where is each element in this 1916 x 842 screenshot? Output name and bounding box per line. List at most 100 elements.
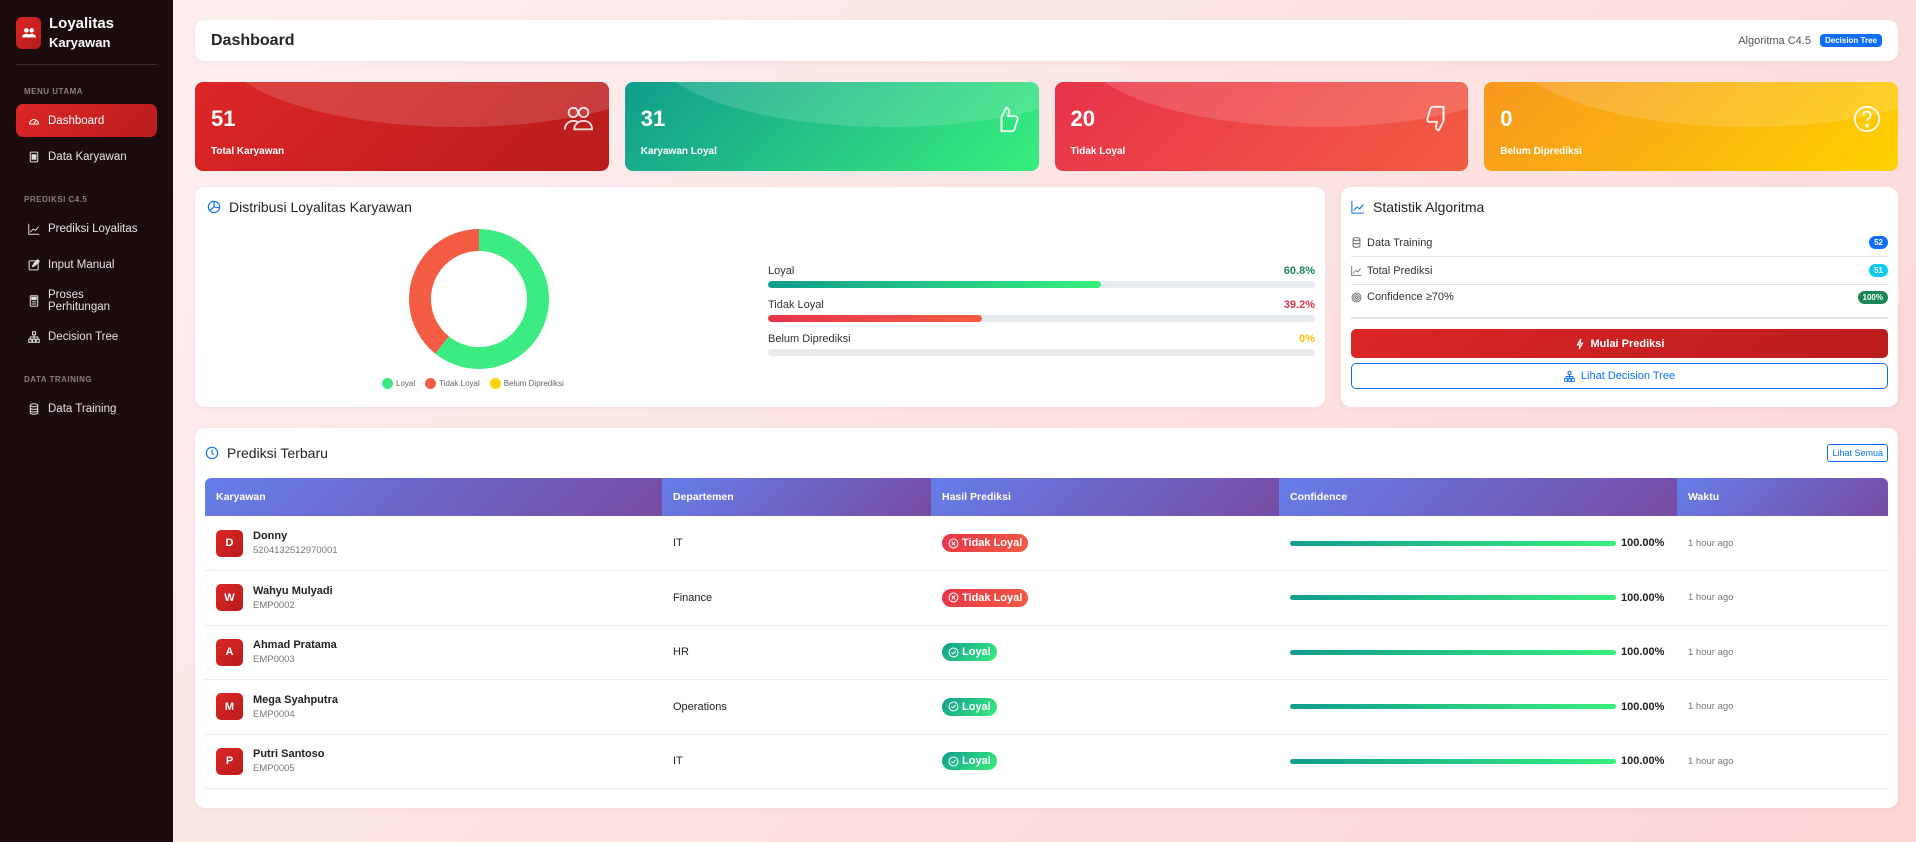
- pencil-square-icon: [28, 258, 40, 270]
- department: Operations: [662, 679, 931, 735]
- bar-percent: 60.8%: [1283, 265, 1315, 277]
- graph-up-icon: [1351, 200, 1365, 214]
- employee-name: Wahyu Mulyadi: [253, 584, 333, 597]
- chart-legend: Loyal Tidak Loyal Belum Diprediksi: [382, 378, 564, 389]
- timestamp: 1 hour ago: [1677, 625, 1888, 680]
- algorithm-label: Algoritma C4.5: [1738, 34, 1811, 47]
- avatar: W: [216, 584, 243, 612]
- column-header-departemen[interactable]: Departemen: [662, 478, 931, 516]
- column-header-karyawan[interactable]: Karyawan: [205, 478, 662, 516]
- table-row[interactable]: P Putri Santoso EMP0005 IT Loyal 100.00% 1…: [205, 734, 1888, 789]
- stat-label: Karyawan Loyal: [640, 146, 717, 157]
- timestamp: 1 hour ago: [1677, 734, 1888, 789]
- confidence-value: 100.00%: [1621, 646, 1665, 659]
- bar-percent: 0%: [1299, 333, 1315, 345]
- stat-card-karyawan-loyal: 31 Karyawan Loyal: [624, 82, 1039, 171]
- brand-title: Loyalitas: [49, 15, 115, 32]
- database-icon: [29, 402, 39, 415]
- bar-label: Loyal: [768, 265, 795, 277]
- calculator-icon: [29, 294, 39, 307]
- distribution-card: Distribusi Loyalitas Karyawan Loyal Tida…: [195, 187, 1325, 407]
- donut-chart[interactable]: [409, 229, 549, 369]
- sidebar-item-prediksi-loyalitas[interactable]: Prediksi Loyalitas: [16, 212, 157, 245]
- confidence-bar: [1290, 758, 1616, 764]
- x-circle-icon: [948, 592, 959, 603]
- bar-row-tidak-loyal: Tidak Loyal 39.2%: [768, 299, 1315, 322]
- stat-row-confidence: Confidence ≥70% 100%: [1351, 285, 1888, 319]
- table-row[interactable]: M Mega Syahputra EMP0004 Operations Loyal …: [205, 679, 1888, 735]
- sidebar-item-label: Data Training: [48, 402, 117, 415]
- column-header-confidence[interactable]: Confidence: [1279, 478, 1677, 516]
- stat-row-data-training: Data Training 52: [1351, 229, 1888, 257]
- department: Finance: [662, 570, 931, 626]
- stat-card-total-karyawan: 51 Total Karyawan: [195, 82, 609, 171]
- legend-item-tidak-loyal[interactable]: Tidak Loyal: [425, 378, 480, 389]
- sidebar-item-input-manual[interactable]: Input Manual: [16, 248, 157, 281]
- sidebar-item-proses-perhitungan[interactable]: Proses Perhitungan: [16, 284, 157, 317]
- employee-name: Donny: [253, 530, 288, 542]
- confidence-bar: [1290, 704, 1616, 710]
- algorithm-stats-card: Statistik Algoritma Data Training 52 Tot…: [1341, 187, 1898, 407]
- stat-card-belum-diprediksi: 0 Belum Diprediksi: [1484, 82, 1898, 171]
- stat-card-tidak-loyal: 20 Tidak Loyal: [1054, 82, 1469, 171]
- sidebar-item-data-training[interactable]: Data Training: [16, 392, 157, 425]
- sidebar-item-data-karyawan[interactable]: Data Karyawan: [16, 140, 157, 173]
- result-badge: Tidak Loyal: [942, 534, 1029, 552]
- employee-id: EMP0004: [253, 708, 295, 720]
- legend-item-belum-diprediksi[interactable]: Belum Diprediksi: [489, 378, 564, 389]
- bar-row-loyal: Loyal 60.8%: [768, 265, 1315, 288]
- employee-name: Mega Syahputra: [253, 693, 338, 706]
- person-badge-icon: [29, 151, 39, 162]
- bar-label: Belum Diprediksi: [768, 333, 851, 345]
- clock-icon: [205, 446, 219, 460]
- bar-percent: 39.2%: [1283, 299, 1315, 311]
- card-title: Prediksi Terbaru: [227, 445, 328, 461]
- table-row[interactable]: W Wahyu Mulyadi EMP0002 Finance Tidak Loya…: [205, 570, 1888, 626]
- page-title: Dashboard: [211, 31, 295, 49]
- timestamp: 1 hour ago: [1677, 679, 1888, 735]
- result-badge: Loyal: [942, 643, 997, 662]
- pie-chart-icon: [207, 200, 221, 214]
- question-circle-icon: [1853, 105, 1881, 133]
- count-badge: 51: [1869, 264, 1888, 277]
- top-bar: Dashboard Algoritma C4.5 Decision Tree: [195, 20, 1898, 61]
- section-label-data-training: DATA TRAINING: [24, 375, 93, 384]
- thumbs-up-icon: [1000, 106, 1019, 133]
- department: IT: [662, 734, 931, 789]
- view-decision-tree-button[interactable]: Lihat Decision Tree: [1351, 363, 1888, 389]
- view-all-button[interactable]: Lihat Semua: [1827, 444, 1888, 462]
- legend-item-loyal[interactable]: Loyal: [382, 378, 415, 389]
- department: HR: [662, 625, 931, 680]
- start-prediction-button[interactable]: Mulai Prediksi: [1351, 329, 1888, 358]
- sidebar-item-label: Decision Tree: [48, 330, 119, 343]
- sidebar-item-label: Data Karyawan: [48, 150, 127, 163]
- confidence-value: 100.00%: [1621, 591, 1665, 604]
- stat-cards: 51 Total Karyawan 31 Karyawan Loyal 20 T…: [195, 82, 1898, 171]
- sidebar-item-decision-tree[interactable]: Decision Tree: [16, 320, 157, 353]
- bullseye-icon: [1351, 292, 1362, 302]
- stat-label: Belum Diprediksi: [1500, 146, 1582, 157]
- sidebar: Loyalitas Karyawan MENU UTAMA Dashboard …: [0, 0, 173, 842]
- brand[interactable]: Loyalitas Karyawan: [16, 14, 157, 65]
- confidence-value: 100.00%: [1621, 537, 1665, 549]
- progress-fill: [768, 281, 1101, 288]
- result-badge: Loyal: [942, 697, 997, 716]
- section-label-menu-utama: MENU UTAMA: [24, 87, 84, 96]
- column-header-hasil-prediksi[interactable]: Hasil Prediksi: [931, 478, 1279, 516]
- column-header-waktu[interactable]: Waktu: [1677, 478, 1888, 516]
- employee-id: EMP0003: [253, 654, 295, 666]
- avatar: D: [216, 529, 243, 557]
- algorithm-badge: Decision Tree: [1819, 34, 1882, 47]
- diagram-icon: [1564, 370, 1575, 382]
- employee-name: Ahmad Pratama: [253, 639, 337, 652]
- table-row[interactable]: A Ahmad Pratama EMP0003 HR Loyal 100.00% 1…: [205, 625, 1888, 680]
- table-row[interactable]: D Donny 5204132512970001 IT Tidak Loyal 10…: [205, 516, 1888, 571]
- graph-up-icon: [28, 223, 40, 235]
- sidebar-item-dashboard[interactable]: Dashboard: [16, 104, 157, 137]
- sidebar-item-label: Input Manual: [48, 258, 115, 271]
- confidence-value: 100.00%: [1621, 755, 1665, 768]
- department: IT: [662, 516, 931, 571]
- bar-row-belum-diprediksi: Belum Diprediksi 0%: [768, 333, 1315, 356]
- speedometer-icon: [28, 118, 40, 125]
- stat-value: 31: [640, 106, 666, 131]
